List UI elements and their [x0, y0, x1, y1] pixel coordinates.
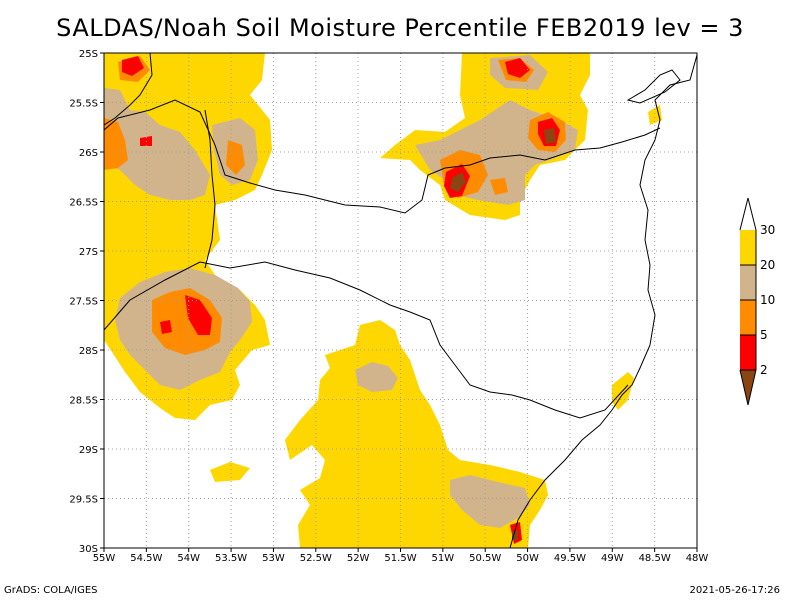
x-tick-label: 54W: [177, 553, 200, 564]
legend-label-30: 30: [760, 223, 775, 237]
legend-box-5-10: [740, 300, 756, 335]
y-tick-label: 29.5S: [69, 495, 98, 506]
y-tick-label: 28.5S: [69, 396, 98, 407]
political-boundaries: [104, 53, 697, 548]
x-tick-label: 50.5W: [469, 553, 501, 564]
x-tick-label: 50W: [516, 553, 539, 564]
x-tick-label: 48W: [686, 553, 709, 564]
y-tick-label: 25.5S: [69, 99, 98, 110]
y-tick-label: 26.5S: [69, 198, 98, 209]
x-tick-label: 52.5W: [300, 553, 332, 564]
legend-label-10: 10: [760, 293, 775, 307]
legend-label-5: 5: [760, 328, 768, 342]
x-tick-label: 49.5W: [554, 553, 586, 564]
country-border-argentina: [104, 53, 153, 126]
coastline: [509, 54, 697, 548]
x-axis-ticks: 55W 54.5W 54W 53.5W 53W 52.5W 52W 51.5W 51W 50.5W…: [93, 548, 709, 564]
y-axis-ticks: 25S 25.5S 26S 26.5S 27S 27.5S 28S 28.5S 29S 29.5S…: [69, 49, 104, 555]
island-coast: [626, 69, 681, 104]
x-tick-label: 51.5W: [384, 553, 416, 564]
y-tick-label: 28S: [79, 346, 98, 357]
legend-label-20: 20: [760, 258, 775, 272]
footer-credit: GrADS: COLA/IGES: [4, 585, 98, 596]
brown-regions: [450, 128, 556, 540]
y-tick-label: 29S: [79, 445, 98, 456]
legend-box-20-30: [740, 230, 756, 265]
legend-label-2: 2: [760, 363, 768, 377]
legend-box-2-5: [740, 335, 756, 370]
legend-top-arrow: [740, 198, 756, 230]
footer-timestamp: 2021-05-26-17:26: [689, 585, 780, 596]
percentile-fill-layer: [104, 53, 662, 548]
country-border-north: [204, 109, 216, 269]
legend-box-10-20: [740, 265, 756, 300]
map-title: SALDAS/Noah Soil Moisture Percentile FEB…: [56, 14, 744, 42]
x-tick-label: 53.5W: [215, 553, 247, 564]
x-tick-label: 54.5W: [130, 553, 162, 564]
color-legend: 2 5 10 20 30: [739, 197, 775, 406]
map-gridlines: [104, 53, 697, 548]
state-border-pr-sc: [104, 99, 661, 214]
x-tick-label: 52W: [347, 553, 370, 564]
y-tick-label: 26S: [79, 148, 98, 159]
y-tick-label: 27S: [79, 247, 98, 258]
x-tick-label: 48.5W: [639, 553, 671, 564]
y-tick-label: 30S: [79, 544, 98, 555]
state-border-sc-rs: [104, 261, 629, 419]
legend-bottom-arrow: [740, 370, 756, 405]
x-tick-label: 49W: [601, 553, 624, 564]
x-tick-label: 53W: [262, 553, 285, 564]
x-tick-label: 51W: [432, 553, 455, 564]
y-tick-label: 27.5S: [69, 297, 98, 308]
x-tick-label: 55W: [93, 553, 116, 564]
y-tick-label: 25S: [79, 49, 98, 60]
